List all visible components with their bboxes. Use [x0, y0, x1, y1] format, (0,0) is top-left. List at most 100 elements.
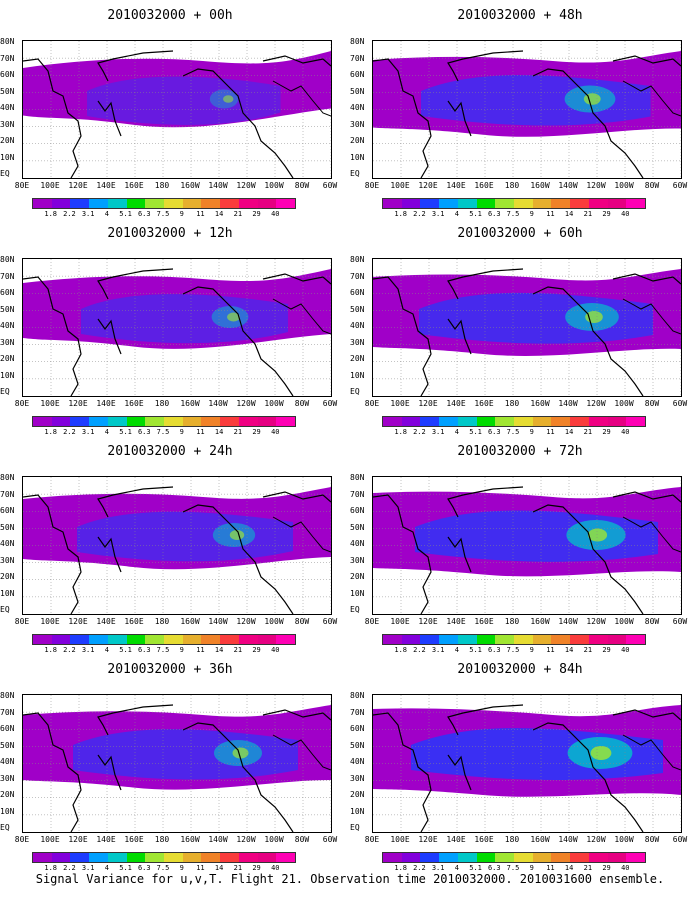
colorbar-label: 9: [179, 210, 184, 218]
latitude-label: 40N: [350, 757, 365, 766]
colorbar-label: 2.2: [63, 210, 76, 218]
colorbar-swatch: [607, 853, 627, 862]
colorbar-swatch: [607, 635, 627, 644]
longitude-label: 180: [154, 181, 170, 190]
colorbar-label: 2.2: [413, 864, 426, 872]
colorbar-label: 6.3: [137, 428, 151, 436]
latitude-label: 10N: [0, 370, 15, 380]
colorbar-swatch: [514, 199, 533, 208]
colorbar-label: 29: [602, 210, 611, 218]
colorbar-label: 29: [602, 646, 611, 654]
longitude-label: 60W: [322, 399, 338, 408]
colorbar-label: 5.1: [469, 864, 482, 872]
colorbar-swatch: [70, 853, 90, 862]
colorbar-swatch: [70, 635, 90, 644]
colorbar-label: 3.1: [81, 646, 95, 654]
colorbar-swatch: [257, 853, 277, 862]
colorbar-swatch: [401, 853, 421, 862]
colorbar-swatch: [107, 417, 127, 426]
latitude-label: 60N: [0, 506, 15, 515]
longitude-label: 60W: [672, 181, 688, 190]
colorbar-label: 9: [529, 210, 534, 218]
colorbar-swatch: [607, 199, 627, 208]
latitude-label: 20N: [0, 354, 15, 363]
colorbar-label: 1.8: [394, 646, 408, 654]
latitude-label: 10N: [350, 588, 365, 598]
colorbar-labels: 1.8 2.2 3.1 4 5.1 6.3 7.5 9 11 14 21 29 40: [382, 864, 644, 874]
map-panel: 2010032000 + 72h 80N 70N 60N 50N 40N 30N 20N 10N…: [350, 436, 690, 656]
latitude-label: 70N: [350, 271, 365, 281]
colorbar-swatch: [220, 853, 239, 862]
latitude-label: 10N: [0, 806, 15, 816]
colorbar-label: 14: [564, 428, 574, 436]
colorbar-swatch: [401, 199, 421, 208]
colorbar-labels: 1.8 2.2 3.1 4 5.1 6.3 7.5 9 11 14 21 29 40: [382, 428, 644, 438]
colorbar-label: 40: [271, 210, 280, 218]
longitude-label: 120E: [68, 399, 88, 408]
colorbar-swatch: [457, 853, 477, 862]
longitude-label: 80W: [294, 835, 310, 844]
longitude-label: 140W: [208, 835, 228, 844]
colorbar-swatch: [145, 417, 165, 426]
variance-core: [421, 75, 651, 126]
colorbar-swatch: [107, 853, 127, 862]
colorbar-swatch: [238, 853, 258, 862]
longitude-label: 100W: [614, 181, 634, 190]
latitude-label: 70N: [350, 489, 365, 499]
latitude-label: 20N: [0, 790, 15, 799]
colorbar-label: 3.1: [431, 428, 445, 436]
latitude-label: EQ: [350, 387, 360, 396]
colorbar-swatch: [276, 853, 296, 862]
longitude-label: 140W: [558, 835, 578, 844]
latitude-label: 10N: [0, 152, 15, 162]
colorbar-label: 7.5: [156, 646, 170, 654]
colorbar-label: 6.3: [137, 646, 151, 654]
colorbar-label: 5.1: [119, 864, 132, 872]
longitude-label: 140E: [96, 835, 116, 844]
colorbar-swatch: [457, 199, 477, 208]
colorbar-swatch: [570, 853, 589, 862]
colorbar-swatch: [145, 635, 165, 644]
colorbar-swatch: [383, 853, 402, 862]
colorbar-labels: 1.8 2.2 3.1 4 5.1 6.3 7.5 9 11 14 21 29 40: [32, 210, 294, 220]
colorbar-label: 21: [233, 428, 243, 436]
colorbar-swatch: [107, 199, 127, 208]
panel-title: 2010032000 + 12h: [107, 226, 233, 241]
variance-map: [22, 40, 332, 179]
colorbar-label: 2.2: [413, 428, 426, 436]
colorbar-label: 3.1: [431, 864, 445, 872]
colorbar-swatch: [145, 199, 165, 208]
longitude-label: 80W: [294, 181, 310, 190]
coastline: [622, 80, 681, 117]
colorbar-label: 29: [602, 428, 611, 436]
longitude-label: 80E: [364, 399, 380, 408]
latitude-label: 60N: [350, 724, 365, 733]
longitude-label: 180: [504, 399, 520, 408]
colorbar-swatch: [33, 199, 52, 208]
colorbar-label: 7.5: [506, 646, 520, 654]
colorbar-label: 1.8: [394, 864, 408, 872]
longitude-label: 80W: [644, 399, 660, 408]
colorbar-label: 1.8: [44, 428, 58, 436]
longitude-label: 140E: [446, 399, 466, 408]
latitude-label: 30N: [350, 119, 365, 129]
longitude-label: 140W: [558, 181, 578, 190]
variance-map: [372, 258, 682, 397]
coastline: [272, 298, 331, 335]
colorbar-label: 6.3: [487, 864, 501, 872]
colorbar-swatch: [476, 853, 496, 862]
longitude-label: 100W: [264, 617, 284, 626]
colorbar-label: 7.5: [156, 210, 170, 218]
colorbar-swatch: [420, 853, 440, 862]
latitude-label: 80N: [0, 255, 15, 264]
latitude-label: 80N: [0, 473, 15, 482]
colorbar-swatch: [420, 199, 440, 208]
colorbar-swatch: [238, 417, 258, 426]
latitude-label: 50N: [350, 304, 365, 314]
map-panel: 2010032000 + 60h 80N 70N 60N 50N 40N 30N 20N 10N…: [350, 218, 690, 438]
colorbar-swatch: [51, 635, 71, 644]
latitude-label: 30N: [0, 555, 15, 565]
longitude-label: 80W: [294, 399, 310, 408]
colorbar-swatch: [570, 199, 589, 208]
longitude-label: 120W: [586, 835, 606, 844]
